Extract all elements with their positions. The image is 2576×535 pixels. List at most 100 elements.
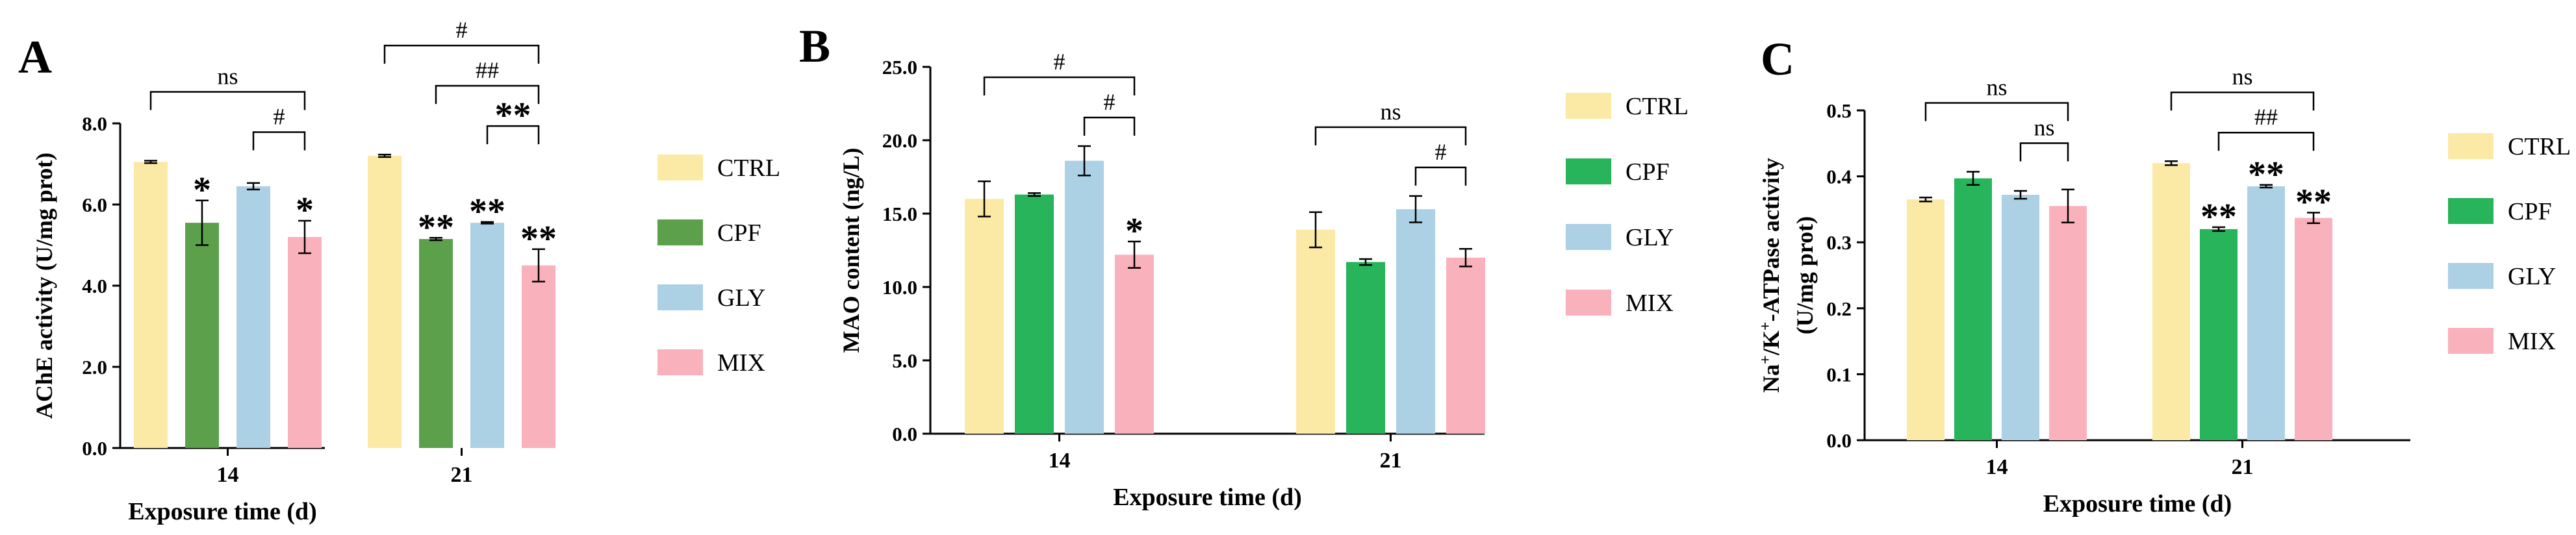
y-tick-label: 10.0: [882, 276, 917, 299]
bracket-label: ns: [1986, 74, 2007, 100]
comparison-bracket: [486, 125, 540, 145]
legend-label-cpf: CPF: [2508, 198, 2552, 225]
comparison-bracket: [2217, 131, 2315, 151]
significance-mark: **: [2200, 197, 2237, 237]
significance-mark: *: [193, 170, 211, 210]
x-tick-label: 14: [217, 463, 239, 487]
comparison-bracket: [1083, 116, 1136, 136]
comparison-bracket: [383, 44, 540, 64]
chart-panel-b: B 0.0 5.0 10.0 15.0 20.0 25.0 14 21 Exposure time…: [799, 20, 1689, 511]
bar-ctrl-21: [1296, 229, 1335, 434]
panel-label: B: [799, 20, 830, 72]
y-axis-title: MAO content (ng/L): [838, 148, 864, 353]
bar-gly-14: [1065, 160, 1104, 434]
legend-swatch-gly: [657, 284, 703, 310]
legend-label-cpf: CPF: [1626, 158, 1670, 186]
bracket-label: #: [1104, 89, 1116, 115]
bar-ctrl-21: [2152, 163, 2190, 440]
bar-gly-21: [470, 223, 504, 448]
legend-label-mix: MIX: [1626, 290, 1674, 317]
y-tick-label: 0.0: [1826, 429, 1852, 452]
significance-mark: *: [296, 190, 314, 230]
bracket-label: ns: [1380, 99, 1401, 125]
y-tick-label: 4.0: [82, 275, 107, 297]
legend-label-cpf: CPF: [717, 219, 761, 247]
x-tick-label: 14: [1986, 455, 2008, 479]
significance-mark: **: [2248, 155, 2284, 195]
legend-label-mix: MIX: [717, 349, 765, 377]
comparison-bracket: [252, 131, 306, 151]
bar-mix-14: [1115, 255, 1154, 434]
x-tick-label: 14: [1049, 449, 1071, 473]
bar-mix-21: [522, 265, 555, 448]
bar-cpf-21: [1346, 262, 1385, 434]
legend-label-gly: GLY: [2508, 263, 2556, 290]
bar-cpf-21: [419, 239, 453, 448]
panel-label: C: [1761, 33, 1794, 85]
legend-label-ctrl: CTRL: [1626, 93, 1689, 120]
y-tick-label: 5.0: [892, 349, 917, 372]
bar-cpf-21: [2200, 229, 2238, 440]
comparison-bracket: [2019, 142, 2069, 162]
legend-label-ctrl: CTRL: [717, 155, 780, 182]
bar-ctrl-14: [134, 162, 168, 448]
bar-gly-21: [2247, 186, 2285, 440]
bar-ctrl-14: [965, 199, 1004, 434]
legend-swatch-ctrl: [1566, 93, 1611, 119]
legend-label-gly: GLY: [717, 284, 765, 312]
x-axis-title: Exposure time (d): [128, 498, 317, 525]
bracket-label: ##: [476, 57, 499, 83]
bar-gly-14: [2002, 195, 2039, 440]
x-tick-label: 21: [451, 463, 473, 487]
significance-mark: *: [1125, 211, 1143, 251]
comparison-bracket: [2170, 91, 2315, 111]
significance-mark: **: [520, 219, 557, 259]
bracket-label: ns: [217, 64, 238, 90]
bar-cpf-14: [1015, 194, 1054, 434]
bracket-label: #: [1435, 139, 1447, 165]
x-tick-label: 21: [2232, 455, 2254, 479]
comparison-bracket: [435, 84, 540, 105]
legend-swatch-gly: [2448, 263, 2493, 289]
bar-gly-21: [1396, 209, 1435, 434]
y-axis-title: Na+/K+-ATPase activity: [1757, 158, 1784, 393]
y-tick-label: 0.0: [892, 423, 917, 445]
comparison-bracket: [983, 76, 1136, 96]
x-axis-title: Exposure time (d): [2043, 490, 2232, 517]
legend-swatch-ctrl: [657, 155, 703, 180]
x-axis-title: Exposure time (d): [1113, 484, 1302, 511]
legend-label-mix: MIX: [2508, 328, 2556, 355]
bar-mix-14: [288, 237, 322, 448]
legend-swatch-mix: [2448, 328, 2493, 354]
legend-swatch-mix: [1566, 290, 1611, 316]
legend-swatch-gly: [1566, 224, 1611, 250]
bar-mix-14: [2049, 206, 2087, 440]
comparison-bracket: [1314, 126, 1467, 145]
legend-swatch-cpf: [2448, 198, 2493, 224]
bracket-label: #: [1054, 49, 1065, 75]
legend-swatch-cpf: [657, 219, 703, 245]
y-axis-title: AChE activity (U/mg prot): [31, 153, 57, 419]
bracket-label: **: [495, 95, 531, 136]
y-tick-label: 20.0: [882, 129, 917, 152]
y-tick-label: 0.3: [1826, 231, 1852, 254]
y-tick-label: 0.4: [1826, 166, 1852, 188]
y-tick-label: 25.0: [882, 56, 917, 79]
bar-ctrl-21: [368, 156, 402, 448]
bar-gly-14: [236, 186, 270, 448]
legend-swatch-mix: [657, 349, 703, 375]
y-tick-label: 0.2: [1826, 297, 1852, 320]
y-tick-label: 15.0: [882, 203, 917, 225]
bracket-label: ##: [2254, 104, 2278, 130]
comparison-bracket: [149, 91, 306, 110]
panel-label: A: [18, 31, 52, 83]
significance-mark: **: [469, 192, 505, 232]
bracket-label: #: [274, 104, 285, 130]
comparison-bracket: [1414, 166, 1467, 186]
chart-panel-a: A 0.0 2.0 4.0 6.0 8.0 14 21 Exposure time (d) ACh…: [18, 17, 780, 525]
y-tick-label: 2.0: [82, 356, 107, 379]
bracket-label: #: [456, 17, 468, 43]
legend-swatch-ctrl: [2448, 133, 2493, 159]
significance-mark: **: [2295, 182, 2332, 222]
